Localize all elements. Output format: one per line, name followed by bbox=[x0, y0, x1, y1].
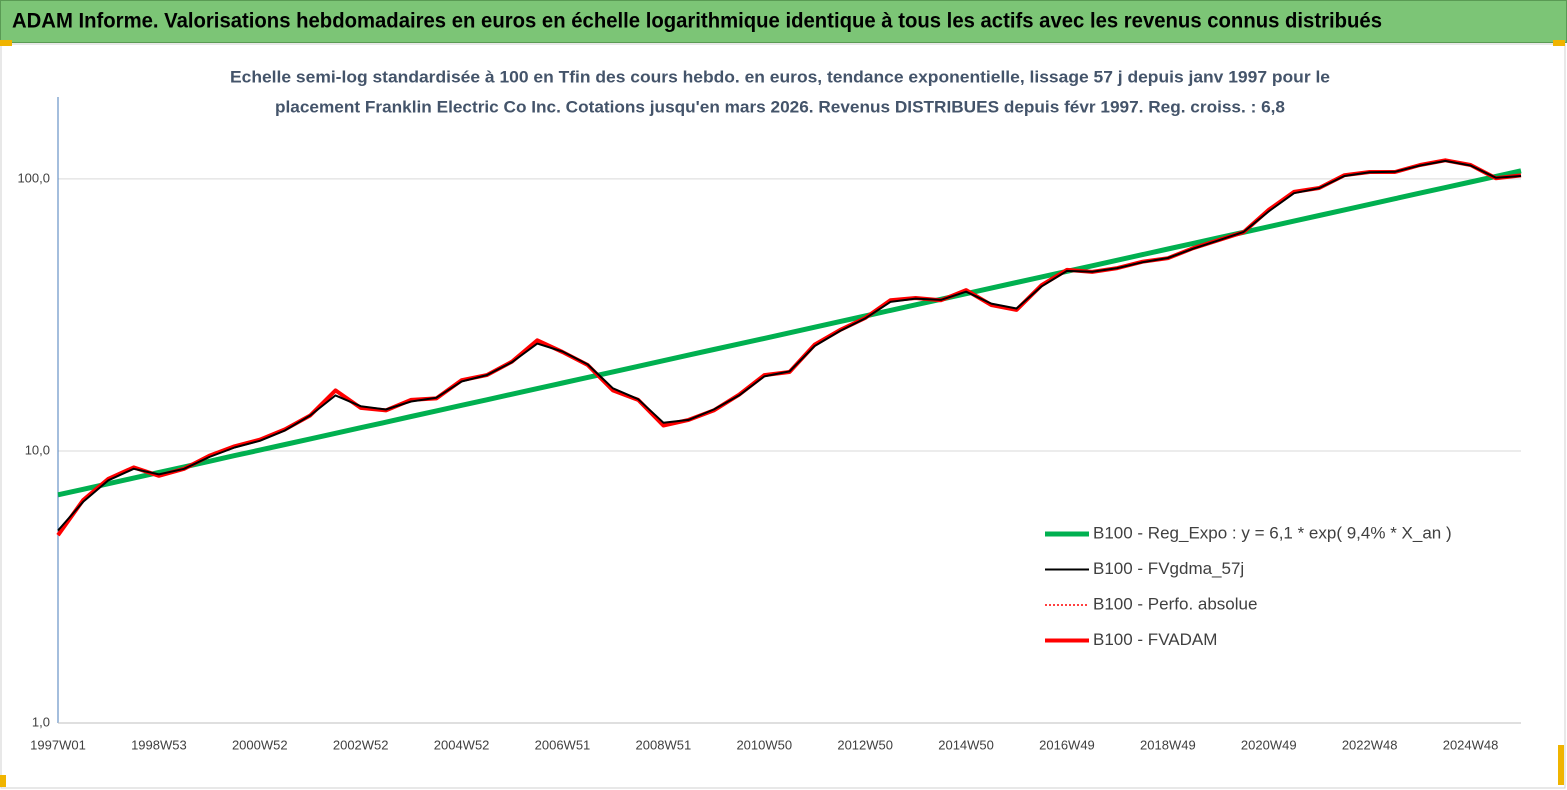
chart-border bbox=[0, 43, 1566, 789]
x-tick-label: 2002W52 bbox=[333, 737, 389, 752]
series-line bbox=[57, 168, 1522, 498]
chart-subtitle: placement Franklin Electric Co Inc. Cota… bbox=[275, 97, 1285, 116]
legend-label: B100 - FVADAM bbox=[1093, 630, 1217, 649]
corner-mark bbox=[1553, 40, 1565, 46]
y-tick-label: 10,0 bbox=[25, 442, 50, 457]
y-tick-label: 1,0 bbox=[32, 714, 50, 729]
chart-subtitle: Echelle semi-log standardisée à 100 en T… bbox=[230, 67, 1330, 86]
corner-mark bbox=[1558, 745, 1564, 785]
header-bar bbox=[0, 0, 1567, 43]
x-tick-label: 2006W51 bbox=[535, 737, 591, 752]
x-tick-label: 2008W51 bbox=[636, 737, 692, 752]
y-tick-label: 100,0 bbox=[17, 170, 50, 185]
legend-label: B100 - Reg_Expo : y = 6,1 * exp( 9,4% * … bbox=[1093, 523, 1452, 542]
x-tick-label: 1997W01 bbox=[30, 737, 86, 752]
x-tick-label: 2018W49 bbox=[1140, 737, 1196, 752]
series-line bbox=[57, 159, 1522, 532]
x-tick-label: 2016W49 bbox=[1039, 737, 1095, 752]
x-tick-label: 2004W52 bbox=[434, 737, 490, 752]
chart-title: ADAM Informe. Valorisations hebdomadaire… bbox=[12, 10, 1382, 33]
x-tick-label: 2024W48 bbox=[1443, 737, 1499, 752]
x-tick-label: 1998W53 bbox=[131, 737, 187, 752]
x-tick-label: 2020W49 bbox=[1241, 737, 1297, 752]
x-tick-label: 2000W52 bbox=[232, 737, 288, 752]
x-tick-label: 2012W50 bbox=[837, 737, 893, 752]
corner-mark bbox=[0, 775, 6, 787]
x-tick-label: 2010W50 bbox=[736, 737, 792, 752]
corner-mark bbox=[0, 40, 12, 46]
legend-label: B100 - FVgdma_57j bbox=[1093, 559, 1244, 578]
x-tick-label: 2022W48 bbox=[1342, 737, 1398, 752]
x-tick-label: 2014W50 bbox=[938, 737, 994, 752]
legend-label: B100 - Perfo. absolue bbox=[1093, 594, 1257, 613]
